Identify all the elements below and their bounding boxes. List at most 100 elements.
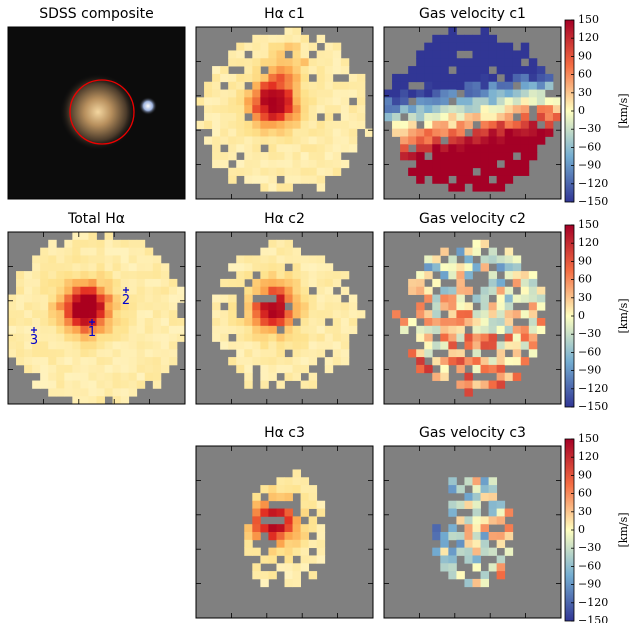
map-pixel [521, 152, 529, 160]
map-pixel [64, 357, 72, 365]
map-pixel [521, 326, 529, 334]
map-pixel [48, 302, 56, 310]
map-pixel [448, 113, 456, 121]
panel: Hα c1 [196, 6, 373, 199]
map-pixel [293, 469, 301, 477]
map-pixel [80, 388, 88, 396]
map-pixel [400, 82, 408, 90]
map-pixel [252, 121, 260, 129]
map-pixel [161, 302, 169, 310]
map-pixel [301, 113, 309, 121]
map-pixel [416, 58, 424, 66]
map-pixel [220, 160, 228, 168]
map-pixel [121, 365, 129, 373]
map-pixel [40, 326, 48, 334]
map-pixel [497, 571, 505, 579]
map-pixel [260, 571, 268, 579]
map-pixel [301, 349, 309, 357]
panel-title: Gas velocity c1 [419, 6, 526, 22]
map-pixel [440, 152, 448, 160]
map-pixel [32, 271, 40, 279]
panel: Gas velocity c31501209060300−30−60−90−12… [384, 425, 630, 623]
map-pixel [48, 240, 56, 248]
map-pixel [317, 255, 325, 263]
map-pixel [317, 144, 325, 152]
map-pixel [481, 548, 489, 556]
map-pixel [285, 160, 293, 168]
map-pixel [473, 341, 481, 349]
map-pixel [24, 349, 32, 357]
map-pixel [301, 485, 309, 493]
map-pixel [529, 136, 537, 144]
map-pixel [293, 357, 301, 365]
map-pixel [252, 357, 260, 365]
map-pixel [260, 555, 268, 563]
map-pixel [481, 183, 489, 191]
map-pixel [301, 548, 309, 556]
map-pixel [56, 255, 64, 263]
map-pixel [432, 341, 440, 349]
map-pixel [448, 349, 456, 357]
map-pixel [260, 373, 268, 381]
map-pixel [456, 548, 464, 556]
map-pixel [448, 82, 456, 90]
map-pixel [473, 516, 481, 524]
map-pixel [408, 74, 416, 82]
map-pixel [105, 310, 113, 318]
map-pixel [293, 144, 301, 152]
map-pixel [252, 341, 260, 349]
map-pixel [529, 318, 537, 326]
map-pixel [333, 279, 341, 287]
map-pixel [220, 152, 228, 160]
map-pixel [276, 271, 284, 279]
map-pixel [293, 477, 301, 485]
map-pixel [448, 255, 456, 263]
map-pixel [301, 136, 309, 144]
map-pixel [276, 318, 284, 326]
map-pixel [416, 279, 424, 287]
map-pixel [276, 287, 284, 295]
map-pixel [489, 255, 497, 263]
map-pixel [8, 310, 16, 318]
map-pixel [529, 121, 537, 129]
map-pixel [481, 176, 489, 184]
map-pixel [228, 357, 236, 365]
map-pixel [244, 97, 252, 105]
map-pixel [456, 381, 464, 389]
map-pixel [285, 271, 293, 279]
map-pixel [301, 105, 309, 113]
map-pixel [137, 349, 145, 357]
map-pixel [228, 302, 236, 310]
map-pixel [244, 524, 252, 532]
map-pixel [244, 295, 252, 303]
map-pixel [153, 271, 161, 279]
map-pixel [80, 381, 88, 389]
map-pixel [489, 287, 497, 295]
map-pixel [505, 160, 513, 168]
map-pixel [80, 349, 88, 357]
map-pixel [440, 365, 448, 373]
map-pixel [489, 105, 497, 113]
map-pixel [424, 255, 432, 263]
map-pixel [252, 144, 260, 152]
map-pixel [268, 571, 276, 579]
map-pixel [448, 90, 456, 98]
map-pixel [333, 334, 341, 342]
map-pixel [169, 334, 177, 342]
map-pixel [145, 318, 153, 326]
map-pixel [145, 357, 153, 365]
map-pixel [325, 105, 333, 113]
map-pixel [521, 341, 529, 349]
map-pixel [341, 318, 349, 326]
map-pixel [481, 381, 489, 389]
map-pixel [48, 349, 56, 357]
map-pixel [325, 144, 333, 152]
map-pixel [121, 271, 129, 279]
map-pixel [464, 555, 472, 563]
map-pixel [448, 168, 456, 176]
map-pixel [440, 74, 448, 82]
map-pixel [464, 373, 472, 381]
map-pixel [236, 144, 244, 152]
map-pixel [244, 176, 252, 184]
map-pixel [309, 318, 317, 326]
